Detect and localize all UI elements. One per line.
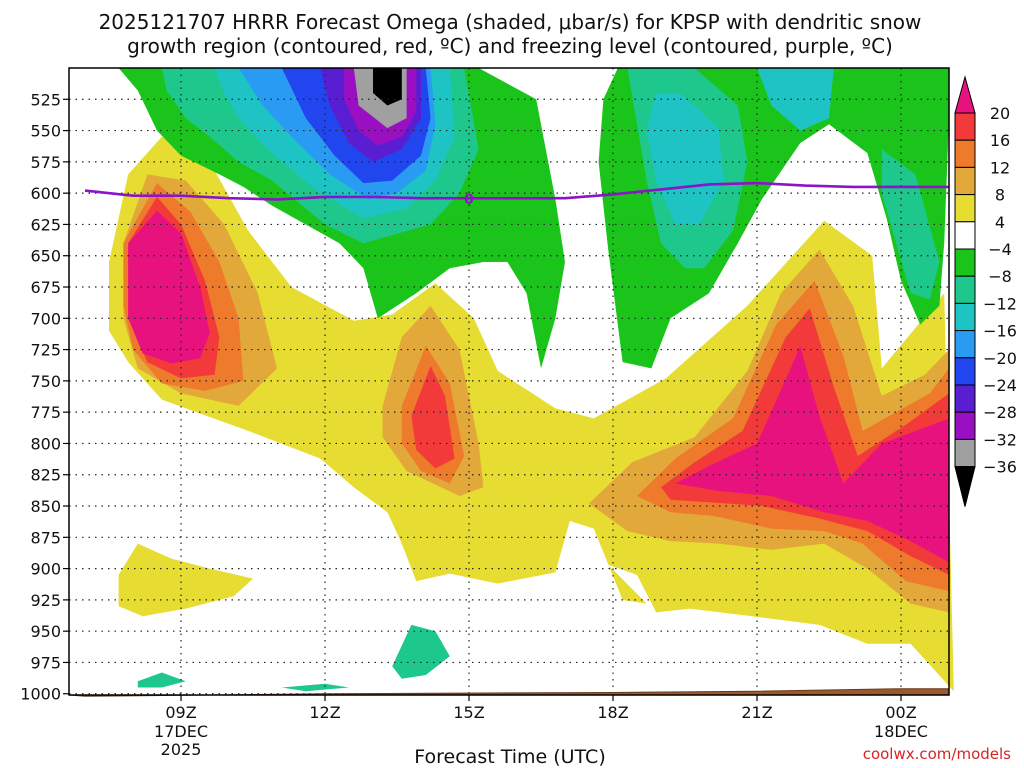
y-tick-label-975: 975 — [30, 653, 61, 672]
colorbar-box-6 — [954, 275, 976, 304]
y-tick-label-550: 550 — [30, 122, 61, 141]
x-tick-sub1-5: 18DEC — [874, 722, 928, 741]
colorbar-box-4 — [954, 221, 976, 250]
colorbar-box-7 — [954, 302, 976, 332]
colorbar-box-5 — [954, 248, 976, 277]
y-tick-label-850: 850 — [30, 497, 61, 516]
chart-title-line2: growth region (contoured, red, ºC) and f… — [127, 34, 893, 58]
colorbar-box-8 — [954, 330, 976, 359]
y-axis-ticks: 525 550 575 600 625 650 675 700 725 750 775 800 825 8… — [20, 90, 69, 704]
y-tick-label-900: 900 — [30, 560, 61, 579]
y-tick-label-675: 675 — [30, 278, 61, 297]
plot-frame — [68, 67, 950, 696]
colorbar-label-7: −12 — [983, 294, 1017, 313]
colorbar-box-11 — [954, 411, 976, 440]
colorbar-label-8: −16 — [983, 322, 1017, 341]
colorbar-bottom-arrow — [954, 466, 976, 507]
freezing-level-line: 0 — [84, 181, 949, 208]
x-tick-label-0: 09Z — [165, 703, 196, 722]
colorbar-top-arrow — [954, 75, 976, 114]
y-tick-label-950: 950 — [30, 622, 61, 641]
omega-region-neg12-19 — [646, 93, 724, 225]
colorbar-label-4: 4 — [995, 213, 1005, 232]
y-tick-label-1000: 1000 — [20, 685, 61, 704]
y-tick-label-750: 750 — [30, 372, 61, 391]
y-tick-label-800: 800 — [30, 434, 61, 453]
x-tick-label-3: 18Z — [597, 703, 628, 722]
omega-shading — [109, 68, 954, 692]
x-tick-sub2-0: 2025 — [161, 740, 202, 759]
y-tick-label-625: 625 — [30, 215, 61, 234]
freezing-level-label: 0 — [464, 192, 474, 208]
y-tick-label-875: 875 — [30, 528, 61, 547]
colorbar-label-5: −4 — [988, 240, 1012, 259]
chart-title-line1: 2025121707 HRRR Forecast Omega (shaded, … — [99, 10, 922, 34]
omega-region-neg12-20 — [757, 68, 834, 131]
omega-region-16-9 — [411, 365, 455, 469]
colorbar-label-2: 12 — [990, 158, 1010, 177]
colorbar-label-1: 16 — [990, 131, 1010, 150]
colorbar-label-3: 8 — [995, 186, 1005, 205]
colorbar-label-13: −36 — [983, 458, 1017, 477]
colorbar-label-6: −8 — [988, 267, 1012, 286]
omega-region-4-0 — [109, 136, 954, 692]
omega-region-20-11 — [128, 210, 210, 364]
colorbar: 20 16 12 8 4 −4 −8 −12 −16 −20 −24 −28 −32 −36 — [954, 75, 1017, 507]
credit-text: coolwx.com/models — [863, 745, 1011, 763]
y-tick-label-725: 725 — [30, 341, 61, 360]
colorbar-box-3 — [954, 194, 976, 223]
colorbar-box-9 — [954, 357, 976, 386]
x-tick-label-4: 21Z — [741, 703, 772, 722]
x-tick-label-2: 15Z — [453, 703, 484, 722]
omega-region-neg36-26 — [373, 68, 402, 106]
colorbar-box-0 — [954, 112, 976, 141]
colorbar-box-10 — [954, 384, 976, 413]
y-tick-label-925: 925 — [30, 591, 61, 610]
freezing-level-polyline — [84, 181, 949, 201]
colorbar-label-9: −20 — [983, 349, 1017, 368]
omega-region-4-1 — [118, 543, 253, 617]
y-tick-label-525: 525 — [30, 90, 61, 109]
colorbar-label-10: −24 — [983, 376, 1017, 395]
plot-grid — [69, 68, 949, 695]
omega-region-neg8-28 — [137, 672, 186, 688]
x-tick-label-5: 00Z — [885, 703, 916, 722]
colorbar-label-11: −28 — [983, 403, 1017, 422]
colorbar-box-12 — [954, 438, 976, 468]
colorbar-label-12: −32 — [983, 430, 1017, 449]
omega-region-neg8-27 — [392, 624, 450, 679]
y-tick-label-775: 775 — [30, 403, 61, 422]
x-tick-label-1: 12Z — [309, 703, 340, 722]
x-axis-label: Forecast Time (UTC) — [414, 746, 605, 768]
omega-region-neg8-29 — [281, 683, 349, 692]
y-tick-label-825: 825 — [30, 466, 61, 485]
colorbar-label-0: 20 — [990, 104, 1010, 123]
y-tick-label-575: 575 — [30, 153, 61, 172]
omega-region-20-12 — [675, 345, 949, 563]
x-tick-sub1-0: 17DEC — [154, 722, 208, 741]
colorbar-box-2 — [954, 166, 976, 196]
y-tick-label-700: 700 — [30, 309, 61, 328]
y-tick-label-600: 600 — [30, 184, 61, 203]
colorbar-box-1 — [954, 139, 976, 168]
y-tick-label-650: 650 — [30, 247, 61, 266]
